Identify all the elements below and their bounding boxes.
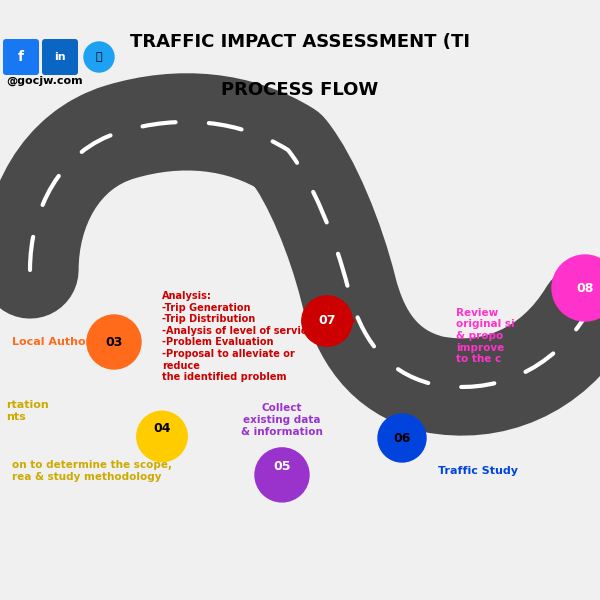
Text: Local Authority: Local Authority bbox=[12, 337, 107, 347]
Text: Review
original si
& propo
improve
to the c: Review original si & propo improve to th… bbox=[456, 308, 515, 364]
Text: rtation
nts: rtation nts bbox=[6, 400, 49, 422]
FancyArrowPatch shape bbox=[330, 317, 353, 325]
Text: in: in bbox=[54, 52, 66, 62]
FancyBboxPatch shape bbox=[3, 39, 39, 75]
Text: on to determine the scope,
rea & study methodology: on to determine the scope, rea & study m… bbox=[12, 460, 172, 482]
Circle shape bbox=[302, 296, 352, 346]
Text: PROCESS FLOW: PROCESS FLOW bbox=[221, 81, 379, 99]
Text: 🐦: 🐦 bbox=[95, 52, 103, 62]
Text: 06: 06 bbox=[394, 431, 410, 445]
Polygon shape bbox=[147, 439, 177, 457]
Circle shape bbox=[378, 414, 426, 462]
Text: @gocjw.com: @gocjw.com bbox=[6, 76, 83, 86]
Text: Collect
existing data
& information: Collect existing data & information bbox=[241, 403, 323, 437]
Polygon shape bbox=[266, 478, 298, 496]
Circle shape bbox=[137, 411, 187, 461]
Circle shape bbox=[552, 255, 600, 321]
Text: f: f bbox=[18, 50, 24, 64]
Text: 04: 04 bbox=[153, 422, 171, 436]
Text: Traffic Study: Traffic Study bbox=[438, 466, 518, 476]
Text: 03: 03 bbox=[106, 335, 122, 349]
Text: 08: 08 bbox=[577, 281, 593, 295]
FancyBboxPatch shape bbox=[42, 39, 78, 75]
Circle shape bbox=[87, 315, 141, 369]
Text: Analysis:
-Trip Generation
-Trip Distribution
-Analysis of level of service
-Pro: Analysis: -Trip Generation -Trip Distrib… bbox=[162, 291, 313, 382]
Circle shape bbox=[84, 42, 114, 72]
Text: 07: 07 bbox=[318, 314, 336, 328]
Text: 05: 05 bbox=[273, 460, 291, 473]
Circle shape bbox=[255, 448, 309, 502]
Text: TRAFFIC IMPACT ASSESSMENT (TI: TRAFFIC IMPACT ASSESSMENT (TI bbox=[130, 33, 470, 51]
